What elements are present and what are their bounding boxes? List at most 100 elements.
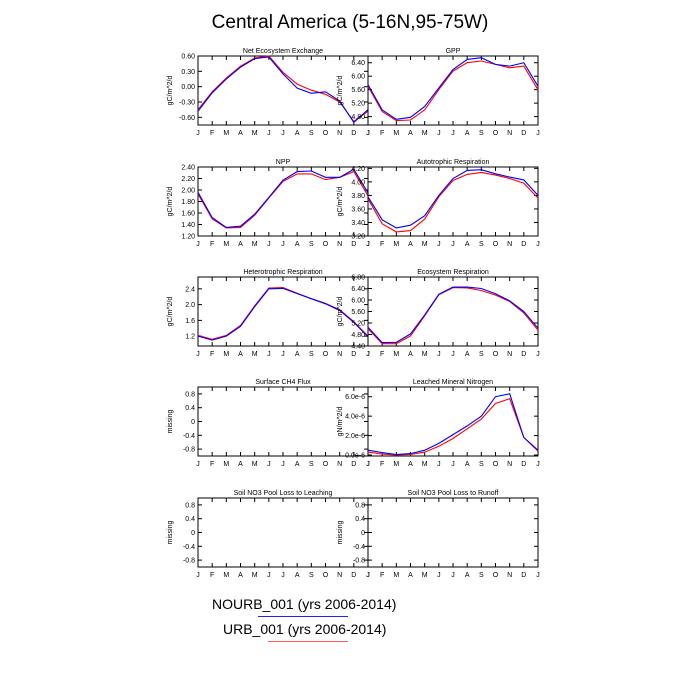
x-tick-label: N (507, 351, 512, 358)
x-tick-label: O (323, 351, 329, 358)
x-tick-label: M (393, 572, 399, 579)
y-tick-label: 5.60 (351, 87, 365, 94)
series-line-urb (367, 398, 539, 456)
x-tick-label: M (223, 461, 229, 468)
x-tick-label: N (507, 572, 512, 579)
x-tick-label: F (210, 572, 214, 579)
y-tick-label: 2.00 (181, 188, 195, 195)
panel-soil-no3-pool-loss-to-runoff: Soil NO3 Pool Loss to Runoff missing 0.8 0.… (337, 490, 540, 579)
x-tick-label: J (366, 461, 370, 468)
y-tick-label: -0.8 (183, 558, 195, 565)
x-tick-label: N (337, 461, 342, 468)
y-tick-label: 4.40 (351, 344, 365, 351)
x-tick-label: J (451, 241, 455, 248)
x-tick-label: A (408, 241, 413, 248)
y-tick-label: 0 (361, 530, 365, 537)
y-axis-label: gC/m^2/d (337, 187, 344, 217)
y-tick-label: 1.40 (181, 222, 195, 229)
x-tick-label: J (281, 130, 285, 137)
series-line-nourb (367, 393, 539, 456)
x-tick-label: M (422, 130, 428, 137)
x-tick-label: D (351, 461, 356, 468)
x-tick-label: J (437, 572, 441, 579)
x-tick-label: D (521, 241, 526, 248)
panel-title: GPP (446, 48, 461, 55)
x-tick-label: M (252, 241, 258, 248)
x-tick-label: A (238, 461, 243, 468)
y-tick-label: -0.30 (179, 100, 195, 107)
y-axis-label: gC/m^2/d (337, 297, 344, 327)
series-line-nourb (197, 56, 369, 124)
y-tick-label: 5.20 (351, 321, 365, 328)
x-tick-label: F (210, 461, 214, 468)
x-tick-label: J (536, 241, 540, 248)
y-tick-label: 2.20 (181, 176, 195, 183)
series-line-nourb (367, 57, 539, 120)
panel-title: Heterotrophic Respiration (243, 269, 322, 276)
x-tick-label: J (536, 461, 540, 468)
y-tick-label: 6.00 (351, 298, 365, 305)
series-line-nourb (367, 286, 539, 344)
x-tick-label: N (337, 130, 342, 137)
plot-frame (367, 386, 539, 457)
x-tick-label: D (351, 572, 356, 579)
series-line-nourb (197, 287, 369, 341)
x-tick-label: A (408, 461, 413, 468)
x-tick-label: M (422, 461, 428, 468)
x-tick-label: F (380, 241, 384, 248)
x-tick-label: J (536, 351, 540, 358)
x-tick-label: D (521, 351, 526, 358)
x-tick-label: M (252, 351, 258, 358)
y-tick-label: 1.6 (185, 318, 195, 325)
x-tick-label: O (493, 241, 499, 248)
x-tick-label: A (408, 351, 413, 358)
x-tick-label: A (238, 241, 243, 248)
x-tick-label: S (309, 130, 314, 137)
y-tick-label: 0 (191, 530, 195, 537)
x-tick-label: M (252, 130, 258, 137)
x-tick-label: J (451, 351, 455, 358)
y-axis-label: missing (167, 410, 174, 434)
y-tick-label: 2.0e-6 (345, 433, 365, 440)
x-tick-label: A (465, 572, 470, 579)
x-tick-label: A (295, 130, 300, 137)
x-tick-label: J (437, 130, 441, 137)
x-tick-label: A (238, 351, 243, 358)
y-tick-label: 0.8 (355, 502, 365, 509)
x-tick-label: O (323, 572, 329, 579)
x-tick-label: F (380, 461, 384, 468)
y-tick-label: 6.0e-6 (345, 394, 365, 401)
x-tick-label: A (465, 351, 470, 358)
x-tick-label: O (323, 241, 329, 248)
series-line-urb (367, 60, 539, 122)
panel-autotrophic-respiration: Autotrophic Respiration gC/m^2/d 4.20 4.00 3… (337, 159, 540, 248)
x-tick-label: J (366, 241, 370, 248)
x-tick-label: A (295, 241, 300, 248)
x-tick-label: N (337, 241, 342, 248)
panel-title: Net Ecosystem Exchange (243, 48, 323, 55)
y-axis-label: gC/m^2/d (337, 76, 344, 106)
legend-line-urb (268, 641, 348, 642)
x-tick-label: M (422, 241, 428, 248)
y-tick-label: 3.60 (351, 206, 365, 213)
x-tick-label: S (309, 241, 314, 248)
x-tick-label: M (223, 351, 229, 358)
x-tick-label: D (521, 461, 526, 468)
x-tick-label: J (196, 461, 200, 468)
x-tick-label: A (408, 572, 413, 579)
x-tick-label: F (210, 241, 214, 248)
x-tick-label: J (267, 461, 271, 468)
y-tick-label: 5.20 (351, 101, 365, 108)
x-tick-label: M (252, 572, 258, 579)
panel-net-ecosystem-exchange: Net Ecosystem Exchange gC/m^2/d 0.60 0.30 0.… (167, 48, 370, 137)
x-tick-label: O (493, 461, 499, 468)
x-tick-label: J (536, 130, 540, 137)
x-tick-label: M (393, 461, 399, 468)
x-tick-label: S (309, 351, 314, 358)
x-tick-label: A (295, 572, 300, 579)
x-tick-label: N (507, 130, 512, 137)
x-tick-label: N (337, 572, 342, 579)
x-tick-label: O (323, 130, 329, 137)
x-tick-label: O (323, 461, 329, 468)
x-tick-label: M (393, 241, 399, 248)
